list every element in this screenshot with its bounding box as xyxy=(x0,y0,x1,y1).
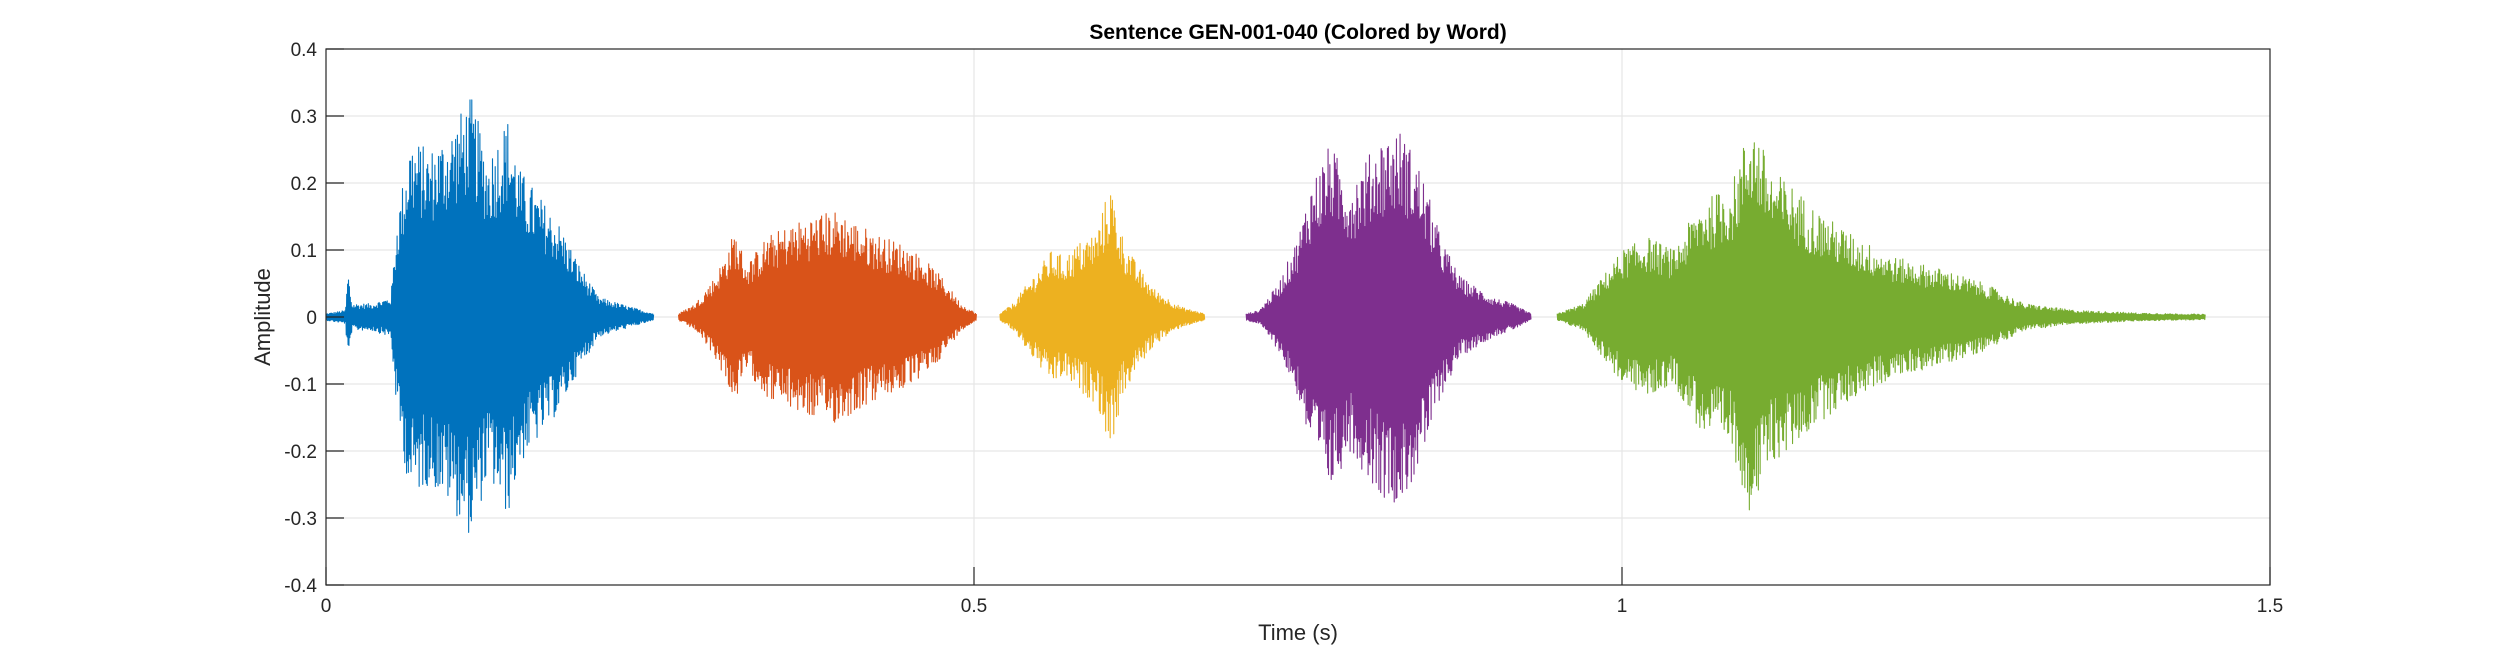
y-axis-label: Amplitude xyxy=(250,268,275,366)
x-axis-label: Time (s) xyxy=(1258,620,1338,645)
word-waveform-1 xyxy=(325,99,655,533)
word-waveform-3 xyxy=(999,195,1206,439)
axis-ticks: 0 0.5 1 1.5 0.4 0.3 0.2 0.1 0 -0.1 -0.2 -0.3 -0.4 xyxy=(284,40,2283,617)
waveform-series xyxy=(325,99,2206,533)
y-tick-label: 0.1 xyxy=(291,241,317,262)
y-tick-label: -0.1 xyxy=(284,375,317,396)
y-tick-label: -0.3 xyxy=(284,509,317,530)
x-tick-label: 1.5 xyxy=(2257,596,2283,617)
x-tick-label: 0 xyxy=(321,596,332,617)
word-waveform-5 xyxy=(1556,142,2206,511)
word-waveform-4 xyxy=(1245,133,1532,503)
y-tick-label: 0 xyxy=(306,308,317,329)
y-tick-label: 0.4 xyxy=(291,40,318,61)
x-tick-label: 1 xyxy=(1617,596,1628,617)
x-tick-label: 0.5 xyxy=(961,596,987,617)
word-waveform-2 xyxy=(677,212,977,423)
chart-title: Sentence GEN-001-040 (Colored by Word) xyxy=(1089,21,1506,44)
y-tick-label: 0.3 xyxy=(291,107,317,128)
y-tick-label: 0.2 xyxy=(291,174,317,195)
y-tick-label: -0.4 xyxy=(284,576,317,597)
y-tick-label: -0.2 xyxy=(284,442,317,463)
